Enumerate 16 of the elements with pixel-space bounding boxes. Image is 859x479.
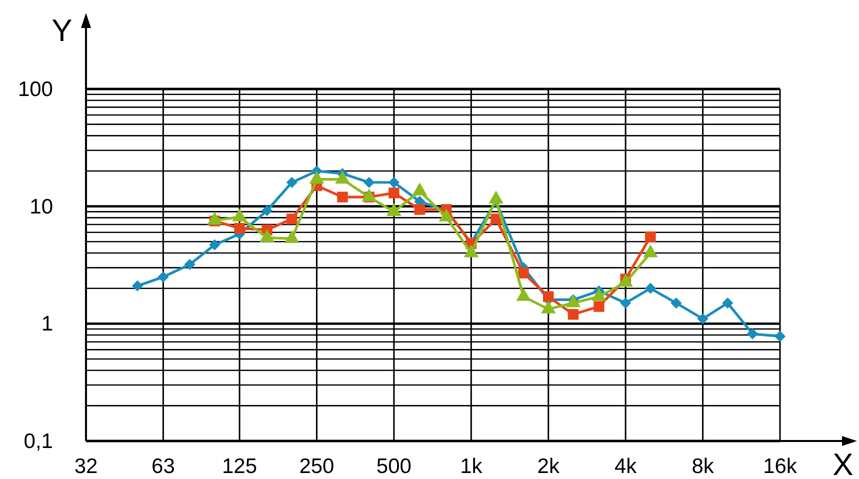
x-tick-label: 2k [537, 455, 560, 478]
x-tick-label: 4k [614, 455, 638, 478]
x-tick-label: 500 [376, 455, 412, 478]
x-axis-title: X [832, 447, 854, 479]
y-tick-label: 100 [18, 78, 53, 100]
x-tick-label: 16k [763, 455, 798, 478]
x-tick-label: 1k [460, 455, 483, 478]
y-tick-label: 0,1 [24, 430, 53, 452]
x-tick-label: 63 [152, 455, 175, 478]
y-tick-label: 1 [41, 312, 53, 336]
y-axis-title: Y [52, 13, 72, 48]
x-tick-label: 8k [692, 455, 714, 478]
x-tick-label: 125 [222, 455, 258, 478]
y-tick-label: 10 [30, 194, 53, 218]
x-tick-label: 32 [74, 455, 98, 478]
x-tick-label: 250 [299, 455, 334, 478]
